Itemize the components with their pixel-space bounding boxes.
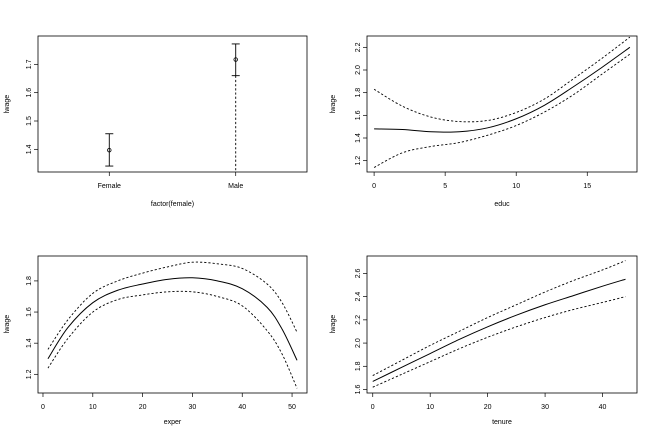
fitted-line [372,278,626,382]
x-axis-label: tenure [492,419,512,426]
x-tick-label: 40 [238,404,246,411]
y-axis-label: lwage [4,315,11,333]
y-tick-label: 1.8 [355,361,362,371]
x-tick-label: 30 [189,404,197,411]
y-tick-label: 1.4 [355,133,362,143]
y-tick-label: 1.4 [26,338,33,348]
x-tick-label: 20 [484,404,492,411]
y-tick-label: 1.8 [355,88,362,98]
x-axis-label: educ [494,201,510,208]
y-axis-label: lwage [330,95,337,113]
y-tick-label: 1.8 [26,276,33,286]
x-axis-label: exper [164,419,182,426]
estimate-point [107,147,112,153]
y-tick-label: 1.7 [26,59,33,69]
x-tick-label: 10 [512,183,520,190]
y-tick-label: 1.6 [26,307,33,317]
x-tick-label: Female [98,183,121,190]
x-tick-label: Male [228,183,243,190]
lower-confidence-line [372,296,626,388]
panel-tenure: tenure lwage 1.6 1.8 2.0 2.2 2.4 2.6 0 10 20 30 40 [330,255,638,426]
x-tick-label: 10 [89,404,97,411]
upper-confidence-line [373,36,631,123]
y-tick-label: 1.2 [26,369,33,379]
x-tick-label: 40 [599,404,607,411]
x-tick-label: 50 [288,404,296,411]
y-tick-label: 2.0 [355,338,362,348]
plot-frame [37,255,308,394]
y-tick-label: 2.2 [355,42,362,52]
y-tick-label: 1.4 [26,144,33,154]
x-tick-label: 10 [426,404,434,411]
x-tick-label: 0 [372,183,376,190]
y-tick-label: 2.6 [355,268,362,278]
lower-confidence-line [373,53,631,168]
y-axis-label: lwage [4,95,11,113]
plot-frame [366,35,638,173]
panel-educ: educ lwage 1.2 1.4 1.6 1.8 2.0 2.2 0 5 10 15 [330,35,638,208]
estimate-point [233,57,238,62]
y-tick-label: 2.0 [355,65,362,75]
fitted-line [374,46,631,133]
panel-exper: exper lwage 1.2 1.4 1.6 1.8 0 10 20 30 40 50 [4,255,308,426]
plot-frame [37,35,308,173]
lower-confidence-line [47,290,298,389]
x-tick-label: 30 [541,404,549,411]
upper-confidence-line [372,260,626,376]
panel-female: factor(female) lwage 1.4 1.5 1.6 1.7 Female M… [4,35,308,208]
y-tick-label: 1.6 [26,88,33,98]
y-tick-label: 1.2 [355,156,362,166]
y-tick-label: 2.4 [355,292,362,302]
y-axis-label: lwage [330,315,337,333]
x-tick-label: 20 [139,404,147,411]
fitted-line [47,277,298,361]
plot-frame [366,255,638,394]
x-tick-label: 0 [371,404,375,411]
y-tick-label: 1.6 [355,110,362,120]
x-axis-label: factor(female) [151,201,194,208]
y-tick-label: 1.5 [26,116,33,126]
x-tick-label: 0 [41,404,45,411]
x-tick-label: 5 [443,183,447,190]
upper-confidence-line [47,261,298,350]
x-tick-label: 15 [583,183,591,190]
y-tick-label: 1.6 [355,385,362,395]
y-tick-label: 2.2 [355,315,362,325]
